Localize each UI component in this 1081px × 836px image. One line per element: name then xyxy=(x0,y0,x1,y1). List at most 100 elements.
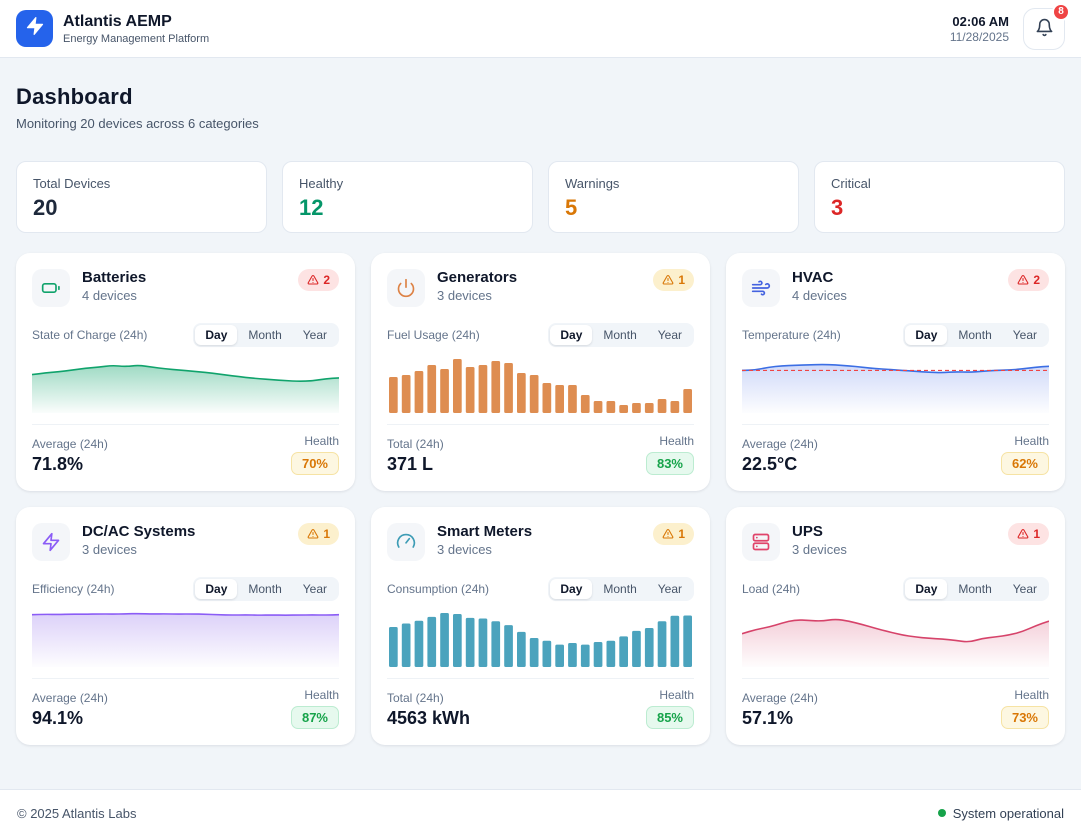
device-card: Smart Meters 3 devices 1 Consumption (24… xyxy=(371,507,710,745)
chart xyxy=(742,363,1049,413)
app-logo xyxy=(16,10,53,47)
summary-label: Average (24h) xyxy=(742,691,818,705)
time-range-tabs: Day Month Year xyxy=(193,323,339,347)
health-badge: 70% xyxy=(290,452,339,475)
summary-label: Average (24h) xyxy=(742,437,818,451)
metric-label: Efficiency (24h) xyxy=(32,582,115,596)
stat-value: 5 xyxy=(565,195,578,220)
metric-label: Temperature (24h) xyxy=(742,328,841,342)
clock-date: 11/28/2025 xyxy=(949,29,1009,44)
tab-day[interactable]: Day xyxy=(550,579,593,599)
warning-icon xyxy=(307,274,319,286)
health-label: Health xyxy=(659,434,694,448)
summary-label: Total (24h) xyxy=(387,691,444,705)
device-card: UPS 3 devices 1 Load (24h) Day Month Yea… xyxy=(726,507,1065,745)
alert-count: 1 xyxy=(678,527,685,541)
summary-value: 94.1% xyxy=(32,708,84,728)
tab-year[interactable]: Year xyxy=(1003,579,1047,599)
tab-day[interactable]: Day xyxy=(905,579,948,599)
tab-year[interactable]: Year xyxy=(648,579,692,599)
summary-value: 71.8% xyxy=(32,454,84,474)
bell-icon xyxy=(1035,18,1054,40)
brand: Atlantis AEMP Energy Management Platform xyxy=(16,10,209,47)
summary-label: Average (24h) xyxy=(32,437,108,451)
card-device-count: 3 devices xyxy=(792,542,847,557)
time-range-tabs: Day Month Year xyxy=(548,323,694,347)
chart xyxy=(32,364,339,413)
alert-badge: 2 xyxy=(1008,269,1049,291)
alert-count: 1 xyxy=(1033,527,1040,541)
health-label: Health xyxy=(304,688,339,702)
chart xyxy=(389,359,692,413)
device-card: Generators 3 devices 1 Fuel Usage (24h) … xyxy=(371,253,710,491)
tab-year[interactable]: Year xyxy=(293,579,337,599)
metric-label: Consumption (24h) xyxy=(387,582,490,596)
card-title: UPS xyxy=(792,523,823,540)
app-title: Atlantis AEMP xyxy=(63,12,172,30)
warning-icon xyxy=(662,274,674,286)
notification-badge: 8 xyxy=(1052,2,1070,21)
alert-count: 2 xyxy=(323,273,330,287)
stat-value: 20 xyxy=(33,195,58,220)
stats-row: Total Devices 20 Healthy 12 Warnings 5 C… xyxy=(16,161,1065,233)
tab-month[interactable]: Month xyxy=(948,579,1001,599)
copyright: © 2025 Atlantis Labs xyxy=(17,805,137,821)
card-title: HVAC xyxy=(792,269,834,286)
tab-year[interactable]: Year xyxy=(648,325,692,345)
health-label: Health xyxy=(304,434,339,448)
chart xyxy=(389,613,692,667)
zap-icon xyxy=(32,523,70,561)
chart xyxy=(742,618,1049,667)
summary-value: 57.1% xyxy=(742,708,794,728)
tab-year[interactable]: Year xyxy=(1003,325,1047,345)
alert-badge: 1 xyxy=(298,523,339,545)
time-range-tabs: Day Month Year xyxy=(548,577,694,601)
card-title: DC/AC Systems xyxy=(82,523,196,540)
card-device-count: 3 devices xyxy=(437,288,492,303)
stat-card: Total Devices 20 xyxy=(16,161,267,233)
tab-year[interactable]: Year xyxy=(293,325,337,345)
clock: 02:06 AM 11/28/2025 xyxy=(950,14,1009,44)
tab-month[interactable]: Month xyxy=(948,325,1001,345)
tab-day[interactable]: Day xyxy=(195,325,238,345)
stat-value: 12 xyxy=(299,195,324,220)
status-text: System operational xyxy=(952,805,1064,821)
zap-icon xyxy=(25,16,45,41)
clock-time: 02:06 AM xyxy=(952,13,1009,29)
tab-month[interactable]: Month xyxy=(593,325,646,345)
tab-day[interactable]: Day xyxy=(905,325,948,345)
summary-value: 4563 kWh xyxy=(387,708,471,728)
health-label: Health xyxy=(659,688,694,702)
tab-month[interactable]: Month xyxy=(238,579,291,599)
stat-value: 3 xyxy=(831,195,844,220)
health-badge: 85% xyxy=(645,706,694,729)
notifications-button[interactable]: 8 xyxy=(1023,2,1070,50)
stat-label: Critical xyxy=(831,176,871,191)
alert-badge: 1 xyxy=(1008,523,1049,545)
summary-value: 371 L xyxy=(387,454,434,474)
tab-month[interactable]: Month xyxy=(238,325,291,345)
tab-day[interactable]: Day xyxy=(550,325,593,345)
warning-icon xyxy=(307,528,319,540)
card-title: Generators xyxy=(437,269,518,286)
page-subtitle: Monitoring 20 devices across 6 categorie… xyxy=(16,116,259,131)
summary-label: Average (24h) xyxy=(32,691,108,705)
alert-badge: 2 xyxy=(298,269,339,291)
card-device-count: 4 devices xyxy=(82,288,137,303)
time-range-tabs: Day Month Year xyxy=(903,323,1049,347)
stat-label: Warnings xyxy=(565,176,620,191)
tab-month[interactable]: Month xyxy=(593,579,646,599)
battery-icon xyxy=(32,269,70,307)
app-header: Atlantis AEMP Energy Management Platform… xyxy=(0,0,1081,58)
health-badge: 87% xyxy=(290,706,339,729)
app-footer: © 2025 Atlantis Labs System operational xyxy=(0,789,1081,836)
summary-label: Total (24h) xyxy=(387,437,444,451)
stat-label: Healthy xyxy=(299,176,344,191)
tab-day[interactable]: Day xyxy=(195,579,238,599)
main-content: Dashboard Monitoring 20 devices across 6… xyxy=(0,58,1081,765)
device-card: HVAC 4 devices 2 Temperature (24h) Day M… xyxy=(726,253,1065,491)
health-badge: 73% xyxy=(1000,706,1049,729)
card-device-count: 3 devices xyxy=(82,542,137,557)
device-card: DC/AC Systems 3 devices 1 Efficiency (24… xyxy=(16,507,355,745)
warning-icon xyxy=(662,528,674,540)
